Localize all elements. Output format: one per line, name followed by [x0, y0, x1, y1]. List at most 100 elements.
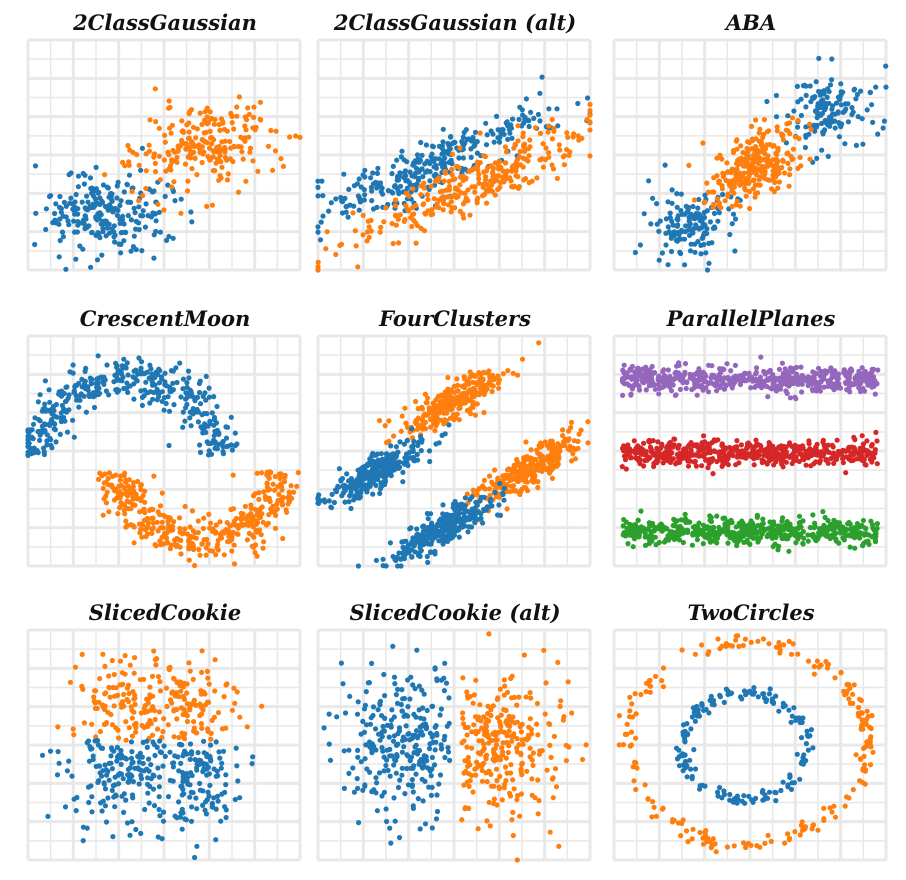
data-point — [648, 374, 654, 381]
data-point — [780, 137, 786, 143]
data-point — [196, 389, 203, 396]
data-point — [207, 157, 213, 163]
data-point — [760, 516, 766, 522]
data-point — [716, 451, 722, 457]
data-point — [209, 410, 215, 416]
data-point — [178, 551, 184, 557]
data-point — [320, 213, 326, 219]
data-point — [773, 114, 780, 120]
data-point — [32, 163, 39, 169]
data-point — [621, 362, 627, 368]
chart-title: FourClusters — [378, 306, 531, 331]
data-point — [750, 453, 756, 459]
data-point — [881, 118, 887, 124]
data-point — [403, 190, 409, 196]
data-point — [233, 515, 239, 522]
data-point — [536, 467, 542, 473]
data-point — [839, 451, 845, 458]
data-point — [629, 386, 635, 392]
data-point — [170, 235, 176, 241]
data-point — [195, 419, 201, 425]
data-point — [509, 135, 515, 141]
data-point — [560, 154, 566, 160]
data-point — [188, 423, 194, 429]
data-point — [738, 442, 744, 448]
data-point — [343, 204, 349, 210]
data-point — [657, 385, 663, 392]
data-point — [791, 449, 797, 455]
data-point — [546, 123, 552, 129]
data-point — [201, 130, 207, 136]
data-point — [424, 400, 430, 406]
data-point — [168, 130, 174, 136]
data-point — [752, 159, 758, 165]
data-point — [254, 529, 261, 535]
data-point — [620, 392, 626, 398]
data-point — [425, 196, 431, 203]
data-point — [288, 483, 294, 489]
data-point — [731, 379, 737, 386]
data-point — [57, 431, 63, 437]
data-point — [425, 516, 431, 522]
data-point — [690, 203, 696, 210]
data-point — [707, 219, 713, 225]
data-point — [149, 516, 155, 522]
data-point — [238, 144, 244, 150]
data-point — [56, 391, 62, 397]
data-point — [386, 418, 392, 424]
data-point — [696, 196, 702, 203]
data-point — [273, 128, 279, 134]
data-point — [345, 214, 351, 220]
data-point — [355, 563, 361, 569]
data-point — [490, 169, 496, 175]
data-point — [419, 152, 425, 158]
data-point — [413, 536, 420, 542]
data-point — [114, 195, 120, 201]
data-point — [453, 395, 459, 401]
data-point — [637, 373, 643, 379]
data-point — [789, 115, 795, 121]
data-point — [741, 157, 747, 163]
data-point — [449, 166, 455, 172]
data-point — [515, 372, 521, 378]
data-point — [446, 529, 452, 535]
data-point — [25, 452, 31, 458]
data-point — [819, 453, 826, 459]
data-point — [395, 563, 401, 569]
data-point — [526, 123, 532, 130]
series-orange — [376, 340, 542, 463]
data-point — [402, 217, 408, 223]
data-point — [199, 137, 205, 143]
data-point — [424, 192, 431, 198]
data-point — [150, 396, 156, 402]
data-point — [115, 511, 121, 517]
data-point — [759, 457, 765, 463]
data-point — [97, 390, 103, 396]
data-point — [813, 445, 819, 451]
data-point — [102, 218, 108, 224]
data-point — [53, 220, 59, 226]
data-point — [674, 370, 680, 376]
data-point — [411, 457, 417, 463]
data-point — [139, 145, 145, 151]
data-point — [732, 216, 739, 222]
data-point — [256, 496, 262, 502]
data-point — [177, 360, 183, 366]
data-point — [273, 512, 279, 518]
data-point — [820, 373, 826, 379]
data-point — [705, 189, 711, 195]
data-point — [315, 178, 321, 184]
data-point — [161, 512, 167, 518]
data-point — [65, 218, 71, 224]
data-point — [451, 411, 457, 418]
data-point — [365, 218, 371, 224]
data-point — [387, 540, 393, 546]
data-point — [624, 381, 630, 387]
data-point — [536, 443, 542, 449]
data-point — [719, 183, 725, 189]
data-point — [162, 132, 168, 138]
data-point — [195, 518, 201, 524]
data-point — [727, 182, 733, 188]
data-point — [738, 143, 744, 149]
data-point — [669, 457, 675, 463]
